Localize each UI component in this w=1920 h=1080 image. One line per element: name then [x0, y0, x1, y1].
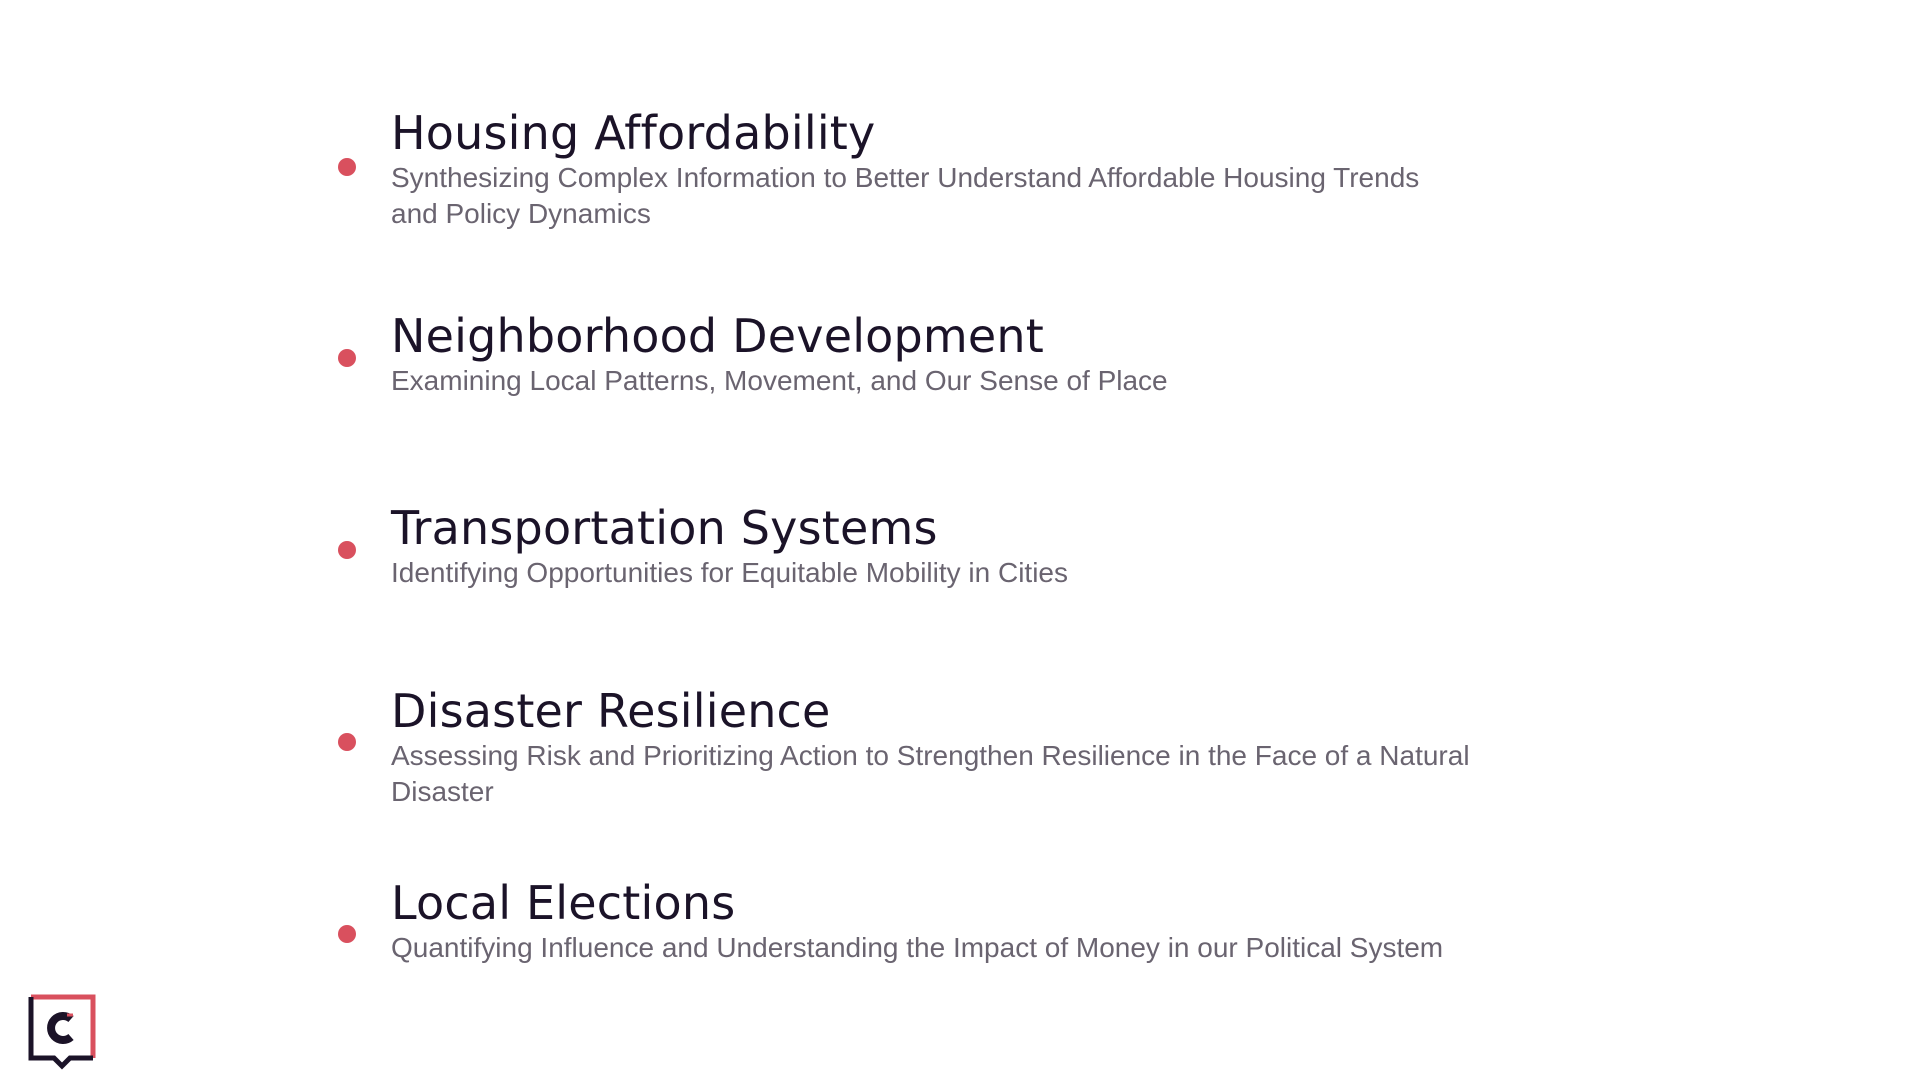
topic-title: Disaster Resilience [391, 684, 831, 738]
topic-title: Transportation Systems [391, 501, 938, 555]
topic-subtitle: Identifying Opportunities for Equitable … [391, 557, 1069, 588]
topic-title: Neighborhood Development [391, 309, 1045, 363]
bullet-icon [338, 158, 356, 176]
topic-subtitle: Examining Local Patterns, Movement, and … [391, 365, 1168, 396]
bullet-icon [338, 733, 356, 751]
topic-housing-affordability: Housing Affordability Synthesizing Compl… [338, 106, 1471, 232]
topic-neighborhood-development: Neighborhood Development Examining Local… [338, 309, 1471, 399]
topic-subtitle: Quantifying Influence and Understanding … [391, 932, 1444, 963]
topic-subtitle: Assessing Risk and Prioritizing Action t… [391, 740, 1470, 807]
bullet-icon [338, 541, 356, 559]
topic-title: Housing Affordability [391, 106, 876, 160]
topic-subtitle: Synthesizing Complex Information to Bett… [391, 162, 1420, 229]
topic-transportation-systems: Transportation Systems Identifying Oppor… [338, 501, 1471, 591]
bullet-icon [338, 925, 356, 943]
topic-disaster-resilience: Disaster Resilience Assessing Risk and P… [338, 684, 1471, 810]
bullet-icon [338, 349, 356, 367]
topic-local-elections: Local Elections Quantifying Influence an… [338, 876, 1471, 966]
topic-title: Local Elections [391, 876, 736, 930]
brand-logo-icon [28, 994, 96, 1070]
